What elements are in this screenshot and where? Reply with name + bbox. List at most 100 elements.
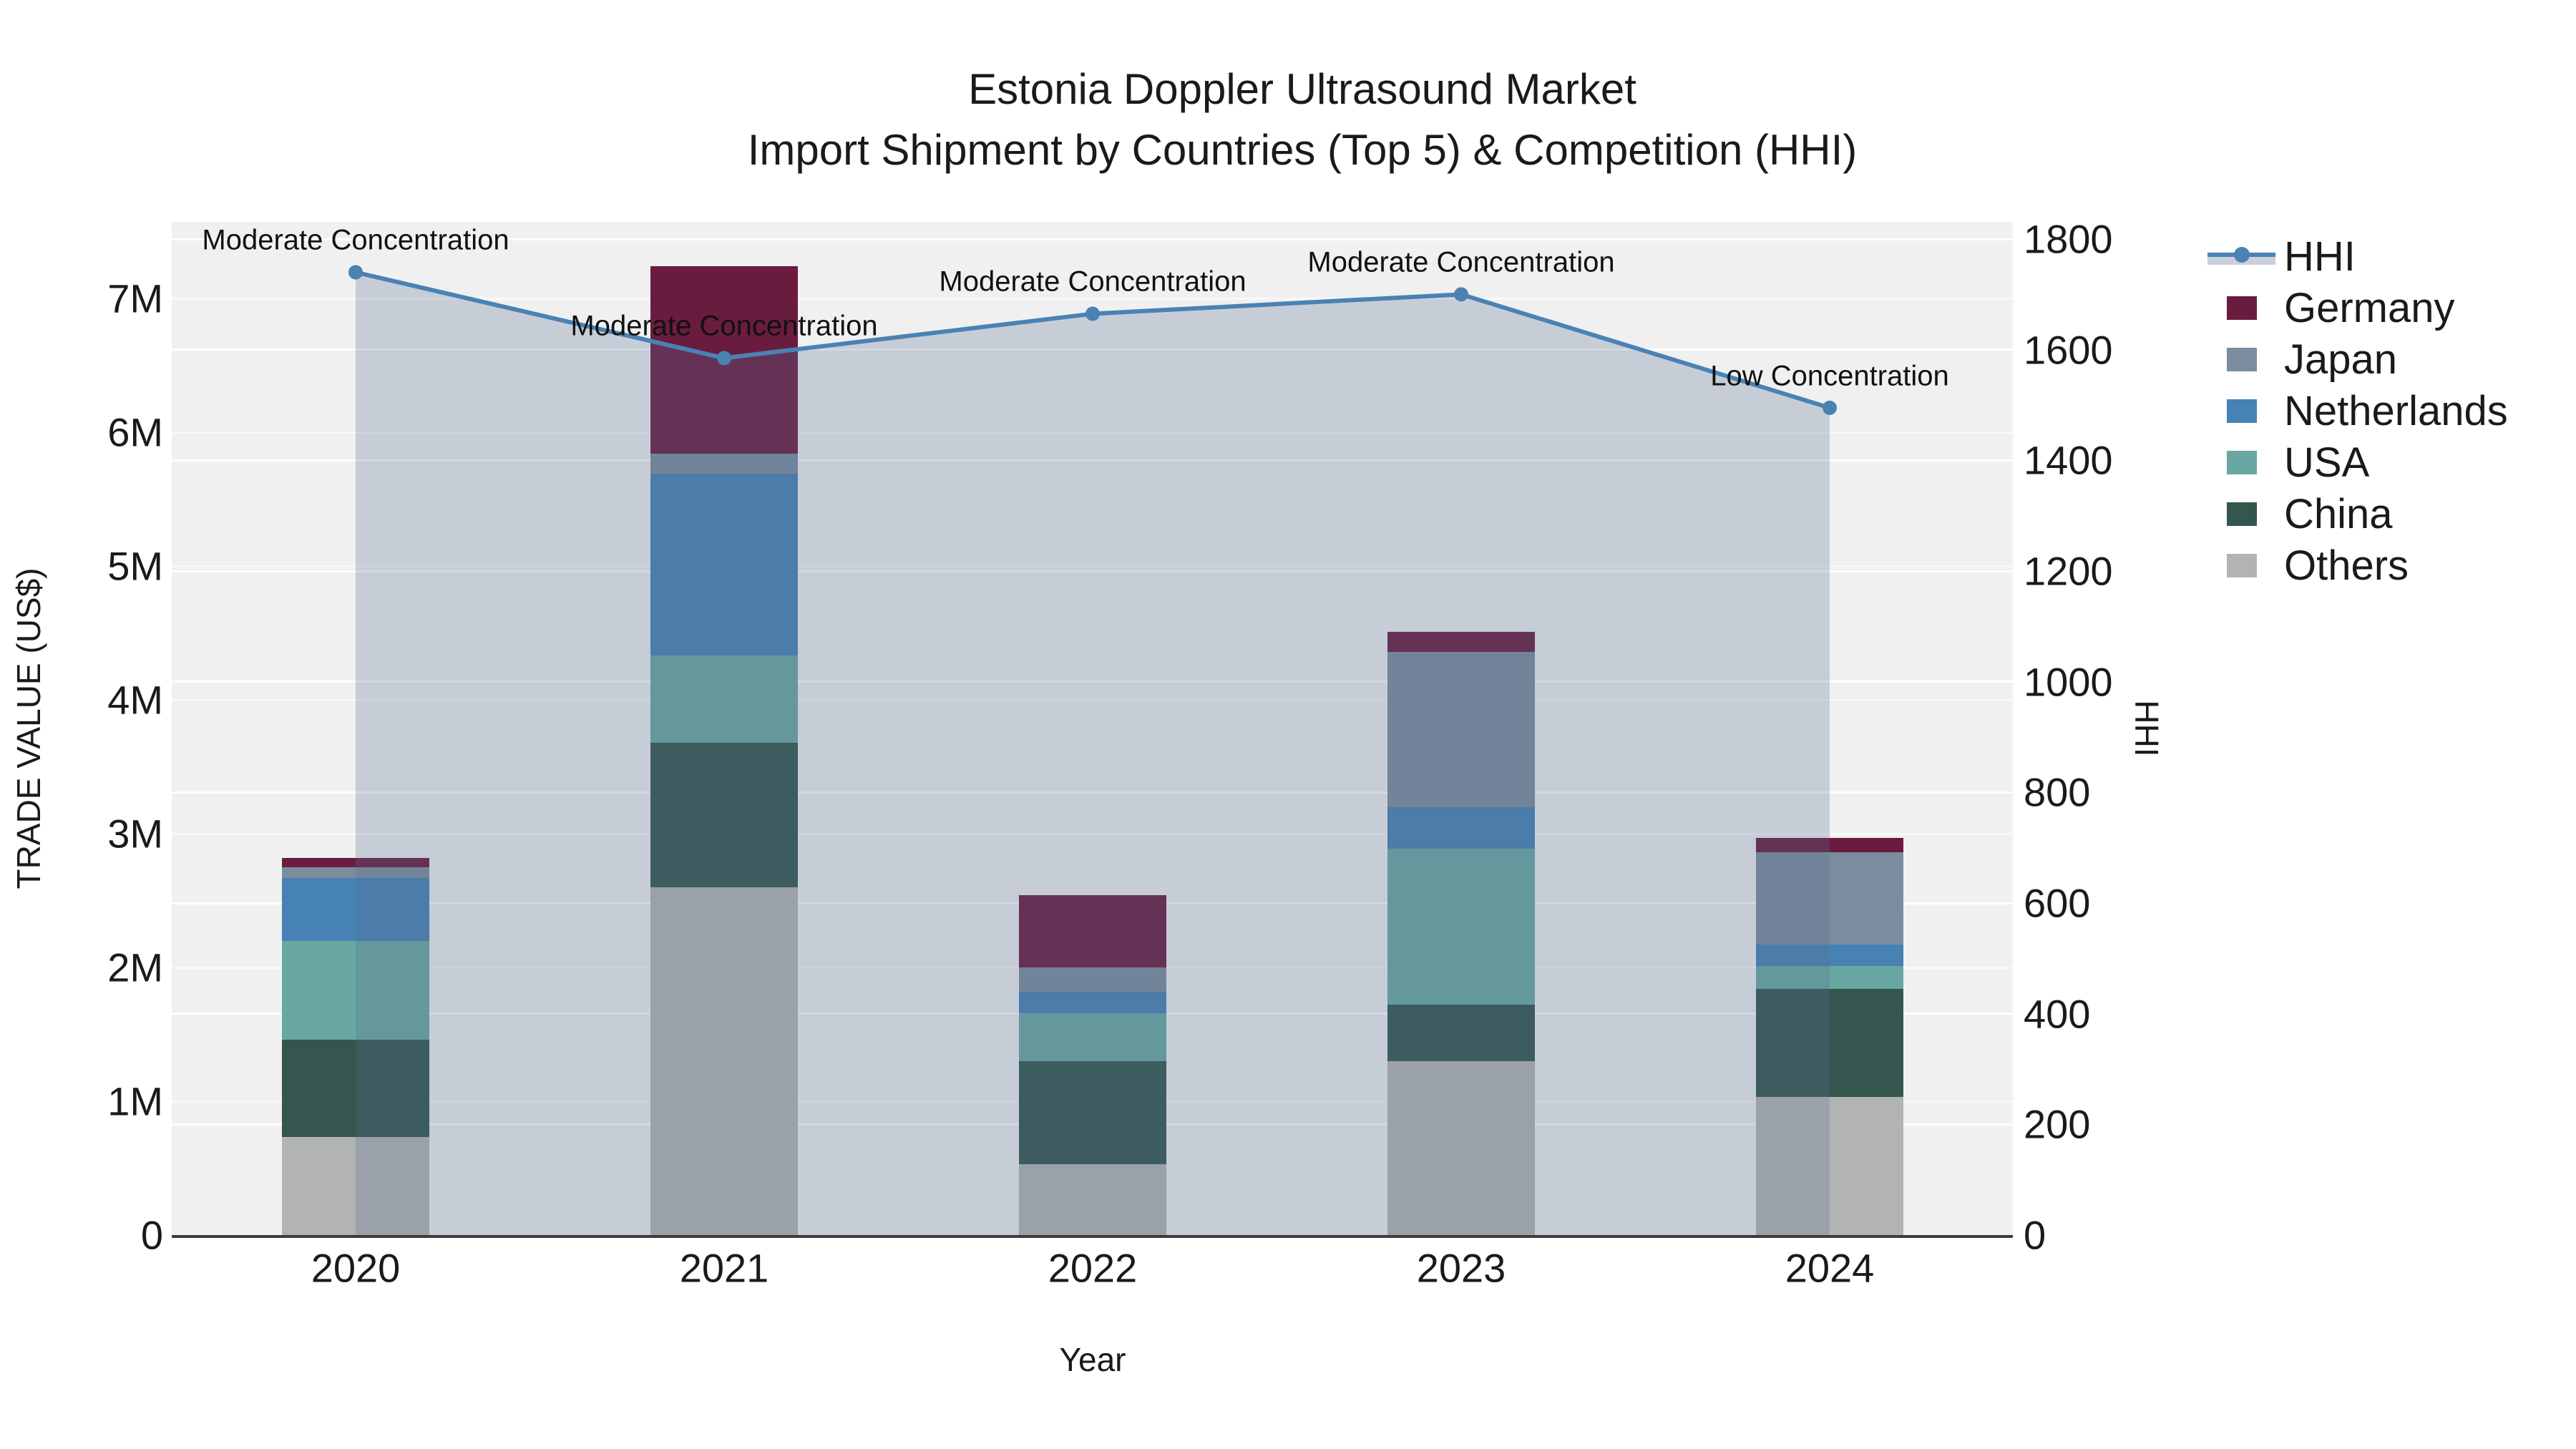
bar-segment-usa-2024 (1756, 966, 1903, 989)
bar-segment-japan-2023 (1387, 651, 1535, 807)
x-tick-label-2023: 2023 (1416, 1245, 1506, 1291)
bar-segment-others-2021 (650, 887, 798, 1235)
legend-item-china: China (2207, 488, 2508, 540)
bar-segment-usa-2022 (1019, 1013, 1166, 1061)
bar-segment-netherlands-2020 (282, 877, 429, 941)
y2-tick-label-1200: 1200 (2024, 548, 2113, 594)
gridline-trade-4M (172, 698, 2013, 701)
gridline-hhi-1000 (172, 680, 2013, 683)
bar-segment-usa-2021 (650, 655, 798, 743)
y2-tick-label-1000: 1000 (2024, 659, 2113, 705)
y-tick-label-7M: 7M (107, 275, 163, 321)
legend-label-others: Others (2284, 542, 2409, 589)
gridline-hhi-1200 (172, 570, 2013, 572)
y-tick-label-4M: 4M (107, 677, 163, 723)
legend-swatch-japan (2226, 347, 2257, 371)
bar-segment-japan-2020 (282, 867, 429, 878)
bar-segment-japan-2022 (1019, 967, 1166, 992)
bar-segment-netherlands-2021 (650, 473, 798, 656)
right-axis-title: HHI (2128, 700, 2165, 757)
bar-segment-china-2020 (282, 1039, 429, 1138)
legend-swatch-netherlands (2226, 399, 2257, 423)
y2-tick-label-400: 400 (2024, 991, 2091, 1037)
y-tick-label-2M: 2M (107, 945, 163, 990)
plot-area: Moderate Concentration Moderate Concentra… (172, 222, 2013, 1238)
legend-swatch-germany (2226, 296, 2257, 320)
chart-title-line2: Import Shipment by Countries (Top 5) & C… (747, 126, 1858, 174)
bar-segment-others-2022 (1019, 1163, 1166, 1235)
gridline-hhi-1800 (172, 238, 2013, 240)
x-axis-title: Year (1059, 1341, 1126, 1378)
bar-segment-others-2024 (1756, 1097, 1903, 1235)
bar-segment-netherlands-2022 (1019, 991, 1166, 1013)
legend-item-netherlands: Netherlands (2207, 385, 2508, 436)
legend-item-hhi: HHI (2207, 230, 2508, 282)
bar-segment-netherlands-2024 (1756, 945, 1903, 967)
legend-item-japan: Japan (2207, 333, 2508, 385)
bar-segment-japan-2021 (650, 453, 798, 474)
bar-segment-china-2022 (1019, 1060, 1166, 1164)
legend-symbol-usa (2207, 450, 2275, 474)
y2-tick-label-1600: 1600 (2024, 327, 2113, 373)
bar-segment-china-2023 (1387, 1005, 1535, 1061)
bar-segment-china-2024 (1756, 988, 1903, 1098)
y-tick-label-6M: 6M (107, 409, 163, 455)
y2-tick-label-200: 200 (2024, 1101, 2091, 1147)
bar-segment-japan-2024 (1756, 852, 1903, 945)
gridline-hhi-1400 (172, 459, 2013, 462)
hhi-annotation-2024: Low Concentration (1710, 360, 1949, 392)
legend-symbol-others (2207, 553, 2275, 577)
chart-title-line1: Estonia Doppler Ultrasound Market (968, 65, 1636, 113)
hhi-annotation-2023: Moderate Concentration (1307, 246, 1615, 278)
legend-item-others: Others (2207, 540, 2508, 591)
legend-label-hhi: HHI (2284, 233, 2356, 280)
hhi-marker-icon (2234, 246, 2250, 263)
legend-symbol-germany (2207, 296, 2275, 320)
legend-label-usa: USA (2284, 439, 2370, 486)
y2-tick-label-0: 0 (2024, 1212, 2046, 1258)
legend-symbol-netherlands (2207, 399, 2275, 423)
bar-segment-germany-2023 (1387, 631, 1535, 652)
legend-symbol-japan (2207, 347, 2275, 371)
y2-tick-label-600: 600 (2024, 880, 2091, 926)
bar-segment-germany-2020 (282, 857, 429, 867)
legend: HHI Germany Japan Netherlands USA China Others (2207, 230, 2508, 591)
y-tick-label-5M: 5M (107, 543, 163, 589)
x-tick-label-2024: 2024 (1785, 1245, 1875, 1291)
x-tick-label-2020: 2020 (311, 1245, 401, 1291)
gridline-trade-3M (172, 832, 2013, 835)
left-axis-title: TRADE VALUE (US$) (10, 567, 47, 889)
hhi-marker-2022 (1085, 306, 1100, 321)
y-tick-label-3M: 3M (107, 811, 163, 857)
legend-item-germany: Germany (2207, 282, 2508, 333)
gridline-trade-6M (172, 431, 2013, 434)
gridline-hhi-800 (172, 791, 2013, 794)
bar-segment-usa-2020 (282, 940, 429, 1040)
legend-label-japan: Japan (2284, 336, 2398, 383)
y2-tick-label-1400: 1400 (2024, 437, 2113, 483)
y2-tick-label-800: 800 (2024, 769, 2091, 815)
legend-label-germany: Germany (2284, 284, 2455, 331)
hhi-marker-2020 (348, 265, 363, 280)
bar-segment-germany-2022 (1019, 895, 1166, 967)
hhi-marker-2024 (1823, 400, 1837, 415)
gridline-hhi-1600 (172, 348, 2013, 351)
y2-tick-label-1800: 1800 (2024, 216, 2113, 262)
y-tick-label-1M: 1M (107, 1078, 163, 1124)
legend-label-netherlands: Netherlands (2284, 387, 2508, 434)
bar-segment-germany-2021 (650, 266, 798, 454)
legend-swatch-usa (2226, 450, 2257, 474)
legend-item-usa: USA (2207, 436, 2508, 488)
hhi-annotation-2020: Moderate Concentration (202, 224, 509, 256)
hhi-line-icon (2207, 245, 2275, 268)
bar-segment-usa-2023 (1387, 848, 1535, 1005)
legend-swatch-china (2226, 502, 2257, 526)
legend-symbol-hhi (2207, 245, 2275, 268)
gridline-trade-5M (172, 565, 2013, 567)
legend-label-china: China (2284, 490, 2393, 537)
bar-segment-others-2023 (1387, 1060, 1535, 1235)
bar-segment-others-2020 (282, 1137, 429, 1235)
bar-segment-germany-2024 (1756, 837, 1903, 853)
hhi-annotation-2021: Moderate Concentration (570, 310, 878, 342)
